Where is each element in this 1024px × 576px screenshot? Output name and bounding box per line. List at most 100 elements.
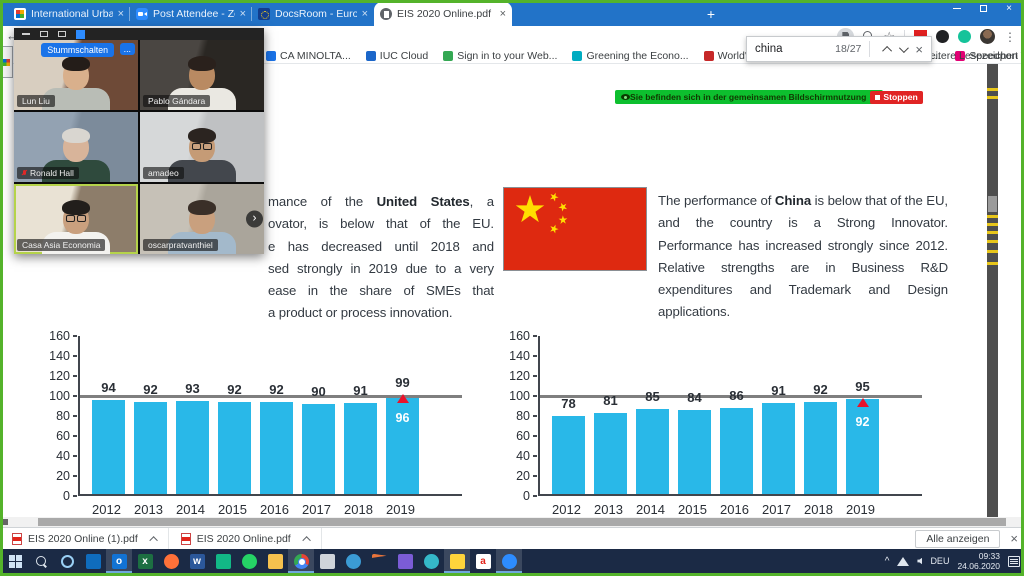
taskbar-app-store[interactable] bbox=[80, 549, 106, 573]
taskbar-app-feedback[interactable] bbox=[366, 549, 392, 573]
browser-tab[interactable]: International Urban Cooperation × bbox=[8, 2, 130, 26]
horizontal-scrollbar[interactable] bbox=[0, 517, 1024, 527]
next-page-arrow[interactable]: › bbox=[246, 210, 263, 228]
zoom-speaker-view-icon[interactable] bbox=[40, 31, 48, 37]
participant-hair bbox=[188, 128, 216, 143]
window-close-button[interactable]: × bbox=[1006, 2, 1012, 14]
bar-2015 bbox=[218, 402, 251, 494]
edge-icon bbox=[423, 553, 439, 569]
us-paragraph-line: mance of the United States, a bbox=[268, 194, 494, 209]
participant-more-button[interactable]: ... bbox=[119, 43, 135, 55]
participant-video[interactable]: amadeo bbox=[140, 112, 264, 182]
window-minimize-button[interactable] bbox=[944, 0, 970, 16]
other-bookmarks-label[interactable]: Weitere Lesezeichen bbox=[920, 49, 1018, 62]
y-axis-tick-mark bbox=[533, 355, 537, 357]
pdf-file-icon bbox=[180, 532, 191, 545]
bookmark-favicon bbox=[703, 50, 714, 61]
tab-close-icon[interactable]: × bbox=[499, 8, 506, 20]
volume-icon[interactable] bbox=[917, 557, 923, 565]
bookmark-item[interactable]: Sign in to your Web... bbox=[443, 50, 557, 62]
mute-button[interactable]: Stummschalten bbox=[41, 43, 114, 57]
stop-share-button[interactable]: Stoppen bbox=[870, 90, 923, 104]
taskbar-app-paint3d[interactable] bbox=[392, 549, 418, 573]
participant-video[interactable]: oscarpratvanthiel › bbox=[140, 184, 264, 254]
find-close-button[interactable]: × bbox=[915, 41, 923, 57]
profile-avatar[interactable] bbox=[980, 29, 995, 44]
zoom-window-view-icon[interactable] bbox=[58, 31, 66, 37]
find-match-count: 18/27 bbox=[835, 43, 862, 55]
taskbar-app-chrome[interactable] bbox=[288, 549, 314, 573]
extension-icon-dark[interactable] bbox=[936, 30, 949, 43]
docked-window-edge[interactable] bbox=[0, 46, 13, 78]
find-input[interactable]: china bbox=[755, 43, 783, 55]
taskbar-app-photos[interactable] bbox=[314, 549, 340, 573]
taskbar-app-start[interactable] bbox=[2, 549, 28, 573]
find-match-marker bbox=[987, 88, 998, 91]
taskbar-app-chat[interactable] bbox=[444, 549, 470, 573]
taskbar-app-lens[interactable] bbox=[210, 549, 236, 573]
language-indicator[interactable]: DEU bbox=[930, 556, 950, 566]
bookmark-label: IUC Cloud bbox=[379, 49, 429, 62]
vertical-scroll-thumb[interactable] bbox=[988, 196, 997, 212]
horizontal-scroll-thumb[interactable] bbox=[38, 518, 1006, 526]
taskbar-app-firefox[interactable] bbox=[158, 549, 184, 573]
y-axis-tick-mark bbox=[533, 435, 537, 437]
download-menu-chevron-icon[interactable] bbox=[149, 535, 158, 545]
zoom-video-overlay[interactable]: Lun Liu Stummschalten... Pablo Gándara Rona… bbox=[14, 28, 264, 254]
find-previous-button[interactable] bbox=[882, 45, 893, 56]
browser-tab[interactable]: Post Attendee - Zoom × bbox=[129, 2, 252, 26]
bookmark-item[interactable]: CA MINOLTA... bbox=[266, 50, 351, 62]
bar-value-label: 86 bbox=[729, 388, 744, 403]
participant-hair bbox=[62, 56, 90, 71]
bookmark-item[interactable]: Speedport W bbox=[955, 50, 1024, 62]
tray-expand-icon[interactable]: ^ bbox=[884, 555, 890, 567]
find-next-button[interactable] bbox=[899, 42, 910, 53]
clock[interactable]: 09:33 24.06.2020 bbox=[957, 551, 1000, 571]
scroll-left-arrow[interactable] bbox=[2, 519, 8, 525]
new-tab-button[interactable]: + bbox=[706, 6, 716, 22]
network-icon[interactable] bbox=[897, 556, 910, 566]
window-restore-button[interactable] bbox=[970, 0, 996, 16]
taskbar-app-zoom-app[interactable] bbox=[496, 549, 522, 573]
browser-tab[interactable]: EIS 2020 Online.pdf × bbox=[374, 2, 512, 26]
x-axis-label: 2019 bbox=[846, 502, 875, 517]
y-axis-tick-mark bbox=[73, 355, 77, 357]
y-axis-tick-label: 0 bbox=[523, 489, 530, 503]
taskbar-app-cortana[interactable] bbox=[54, 549, 80, 573]
tab-close-icon[interactable]: × bbox=[117, 8, 124, 20]
bookmark-item[interactable]: IUC Cloud bbox=[365, 49, 429, 62]
bookmark-favicon bbox=[365, 50, 376, 61]
tab-close-icon[interactable]: × bbox=[239, 8, 246, 20]
taskbar-app-earth[interactable] bbox=[340, 549, 366, 573]
participant-video[interactable]: Casa Asia Economia bbox=[14, 184, 138, 254]
download-item[interactable]: EIS 2020 Online.pdf bbox=[169, 528, 322, 549]
tray-time: 09:33 bbox=[978, 551, 1000, 561]
tab-close-icon[interactable]: × bbox=[361, 8, 368, 20]
downloads-bar-close-icon[interactable]: × bbox=[1010, 531, 1018, 546]
zoom-overlay-titlebar[interactable] bbox=[14, 28, 264, 40]
taskbar-app-whatsapp[interactable] bbox=[236, 549, 262, 573]
taskbar-app-word[interactable]: w bbox=[184, 549, 210, 573]
grammarly-extension-icon[interactable] bbox=[958, 30, 971, 43]
zoom-minimize-icon[interactable] bbox=[22, 33, 30, 35]
participant-video[interactable]: Ronald Hall bbox=[14, 112, 138, 182]
browser-tab[interactable]: DocsRoom - European Commiss × bbox=[251, 2, 374, 26]
show-all-downloads-button[interactable]: Alle anzeigen bbox=[915, 529, 1001, 548]
y-axis-tick-mark bbox=[533, 335, 537, 337]
bookmark-item[interactable]: Greening the Econo... bbox=[572, 50, 689, 62]
taskbar-app-search[interactable] bbox=[28, 549, 54, 573]
browser-menu-icon[interactable]: ⋮ bbox=[1004, 29, 1016, 44]
taskbar-app-outlook[interactable]: o bbox=[106, 549, 132, 573]
participant-body bbox=[42, 88, 110, 110]
taskbar-app-acrobat[interactable]: A bbox=[470, 549, 496, 573]
download-item[interactable]: EIS 2020 Online (1).pdf bbox=[0, 528, 169, 549]
action-center-icon[interactable] bbox=[1008, 555, 1020, 567]
download-menu-chevron-icon[interactable] bbox=[302, 535, 311, 545]
participant-video[interactable]: Pablo Gándara bbox=[140, 40, 264, 110]
taskbar-app-file-explorer[interactable] bbox=[262, 549, 288, 573]
participant-video[interactable]: Lun Liu Stummschalten... bbox=[14, 40, 138, 110]
taskbar-app-edge[interactable] bbox=[418, 549, 444, 573]
taskbar-app-excel[interactable]: x bbox=[132, 549, 158, 573]
zoom-gallery-view-icon[interactable] bbox=[76, 29, 85, 39]
vertical-scrollbar[interactable] bbox=[987, 64, 998, 517]
